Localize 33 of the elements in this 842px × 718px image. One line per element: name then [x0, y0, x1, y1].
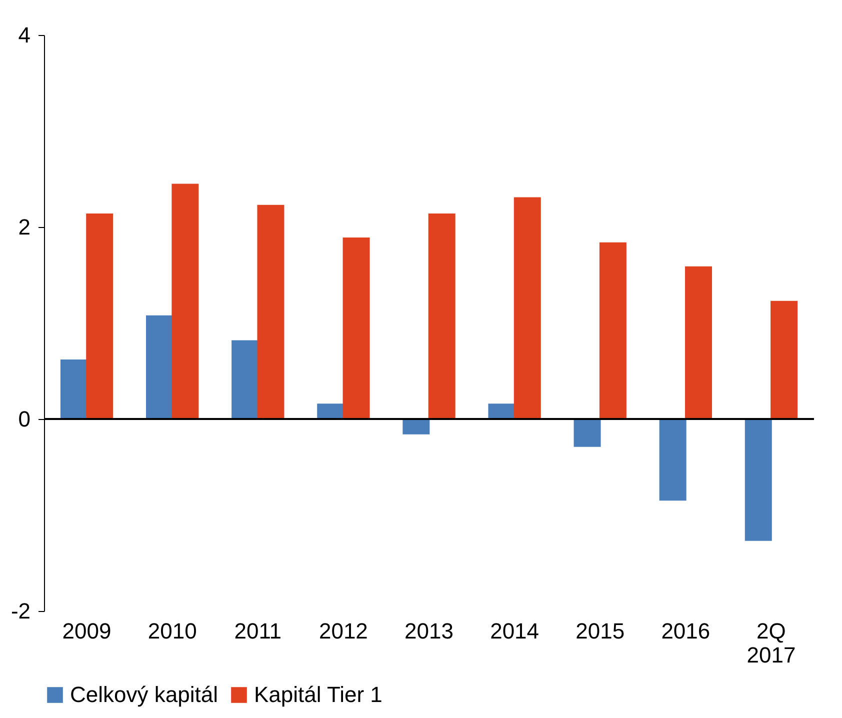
y-tick-label: 4 [18, 22, 30, 48]
x-tick-label: 2010 [148, 618, 197, 644]
bar [428, 214, 456, 419]
bar [60, 359, 88, 419]
y-tick-label: 2 [18, 214, 30, 240]
bar [744, 419, 772, 541]
x-tick-label: 2009 [62, 618, 112, 644]
x-tick-label: 2012 [318, 618, 368, 644]
bar [514, 197, 541, 419]
x-tick-label: 2014 [490, 618, 540, 644]
bar [599, 242, 626, 419]
bar [172, 184, 199, 419]
x-tick-label: 2015 [576, 618, 625, 644]
bar [659, 419, 686, 501]
bar [257, 204, 284, 419]
bar [402, 419, 430, 434]
bar [685, 266, 712, 419]
bar [574, 419, 601, 447]
y-tick-label: -2 [10, 598, 30, 624]
y-tick-label: 0 [18, 406, 30, 432]
bar [770, 300, 798, 419]
x-tick-label: 2011 [234, 618, 282, 644]
bar [232, 340, 259, 419]
bar [86, 214, 114, 419]
bar [342, 238, 370, 419]
x-tick-label: 2013 [404, 618, 454, 644]
legend-label: Kapitál Tier 1 [254, 682, 382, 707]
bar [317, 404, 344, 419]
x-tick-label: 2Q 2017 [746, 618, 796, 668]
x-tick-label: 2016 [661, 618, 710, 644]
bar [146, 315, 173, 419]
bar [488, 404, 516, 419]
legend-label: Celkový kapitál [70, 682, 218, 707]
